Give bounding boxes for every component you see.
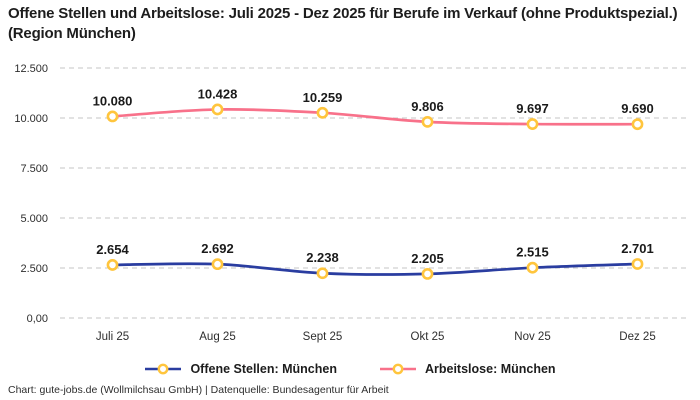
legend-item-offene-stellen[interactable]: Offene Stellen: München xyxy=(144,362,337,376)
y-axis-tick-label: 7.500 xyxy=(20,163,48,175)
data-point-label: 2.692 xyxy=(201,241,234,256)
data-point-label: 2.205 xyxy=(411,251,444,266)
data-point-label: 2.238 xyxy=(306,250,339,265)
line-chart-svg: 12.500 10.000 7.500 5.000 2.500 0,00 Juli 25 Au… xyxy=(14,63,686,343)
chart-legend: Offene Stellen: München Arbeitslose: Mün… xyxy=(0,356,700,382)
data-point-marker xyxy=(421,115,434,128)
data-point-marker xyxy=(211,103,224,116)
plot-area: 12.500 10.000 7.500 5.000 2.500 0,00 Juli 25 Au… xyxy=(0,50,700,350)
legend-item-arbeitslose[interactable]: Arbeitslose: München xyxy=(379,362,556,376)
data-point-label: 9.806 xyxy=(411,99,444,114)
x-axis-tick-label: Okt 25 xyxy=(411,331,445,343)
data-point-marker xyxy=(421,267,434,280)
data-point-marker xyxy=(316,106,329,119)
data-point-marker xyxy=(211,258,224,271)
data-point-label: 9.690 xyxy=(621,101,654,116)
data-point-label: 2.701 xyxy=(621,241,654,256)
legend-swatch-offene-stellen-icon xyxy=(145,363,182,375)
data-point-label: 10.080 xyxy=(93,93,133,108)
data-point-marker xyxy=(526,118,539,130)
chart-title: Offene Stellen und Arbeitslose: Juli 202… xyxy=(8,5,678,42)
y-axis-tick-label: 2.500 xyxy=(20,263,48,275)
y-axis-tick-label: 0,00 xyxy=(27,313,48,325)
y-axis-tick-label: 5.000 xyxy=(20,213,48,225)
data-point-label: 2.515 xyxy=(516,245,549,260)
legend-swatch-arbeitslose-icon xyxy=(379,363,416,375)
data-point-label: 10.259 xyxy=(303,90,343,105)
data-point-label: 10.428 xyxy=(198,86,238,101)
data-point-marker xyxy=(631,118,644,131)
y-axis-tick-label: 10.000 xyxy=(14,113,48,125)
data-point-marker xyxy=(316,267,329,280)
series-line xyxy=(111,107,639,126)
x-axis-tick-label: Dez 25 xyxy=(619,331,655,343)
x-axis-tick-label: Juli 25 xyxy=(96,331,129,343)
x-axis-tick-label: Nov 25 xyxy=(514,331,550,343)
data-point-marker xyxy=(526,261,539,274)
data-point-label: 9.697 xyxy=(516,101,549,116)
legend-label-arbeitslose: Arbeitslose: München xyxy=(424,362,556,376)
source-attribution: Chart: gute-jobs.de (Wollmilchsau GmbH) … xyxy=(8,384,389,396)
data-point-marker xyxy=(631,258,644,270)
y-axis-tick-label: 12.500 xyxy=(14,63,48,75)
legend-label-offene-stellen: Offene Stellen: München xyxy=(190,362,337,376)
x-axis-tick-label: Aug 25 xyxy=(199,331,235,343)
x-axis-tick-label: Sept 25 xyxy=(303,331,343,343)
data-point-label: 2.654 xyxy=(96,242,129,257)
series-line xyxy=(111,262,639,276)
data-point-marker xyxy=(106,259,119,271)
data-point-marker xyxy=(106,110,119,123)
